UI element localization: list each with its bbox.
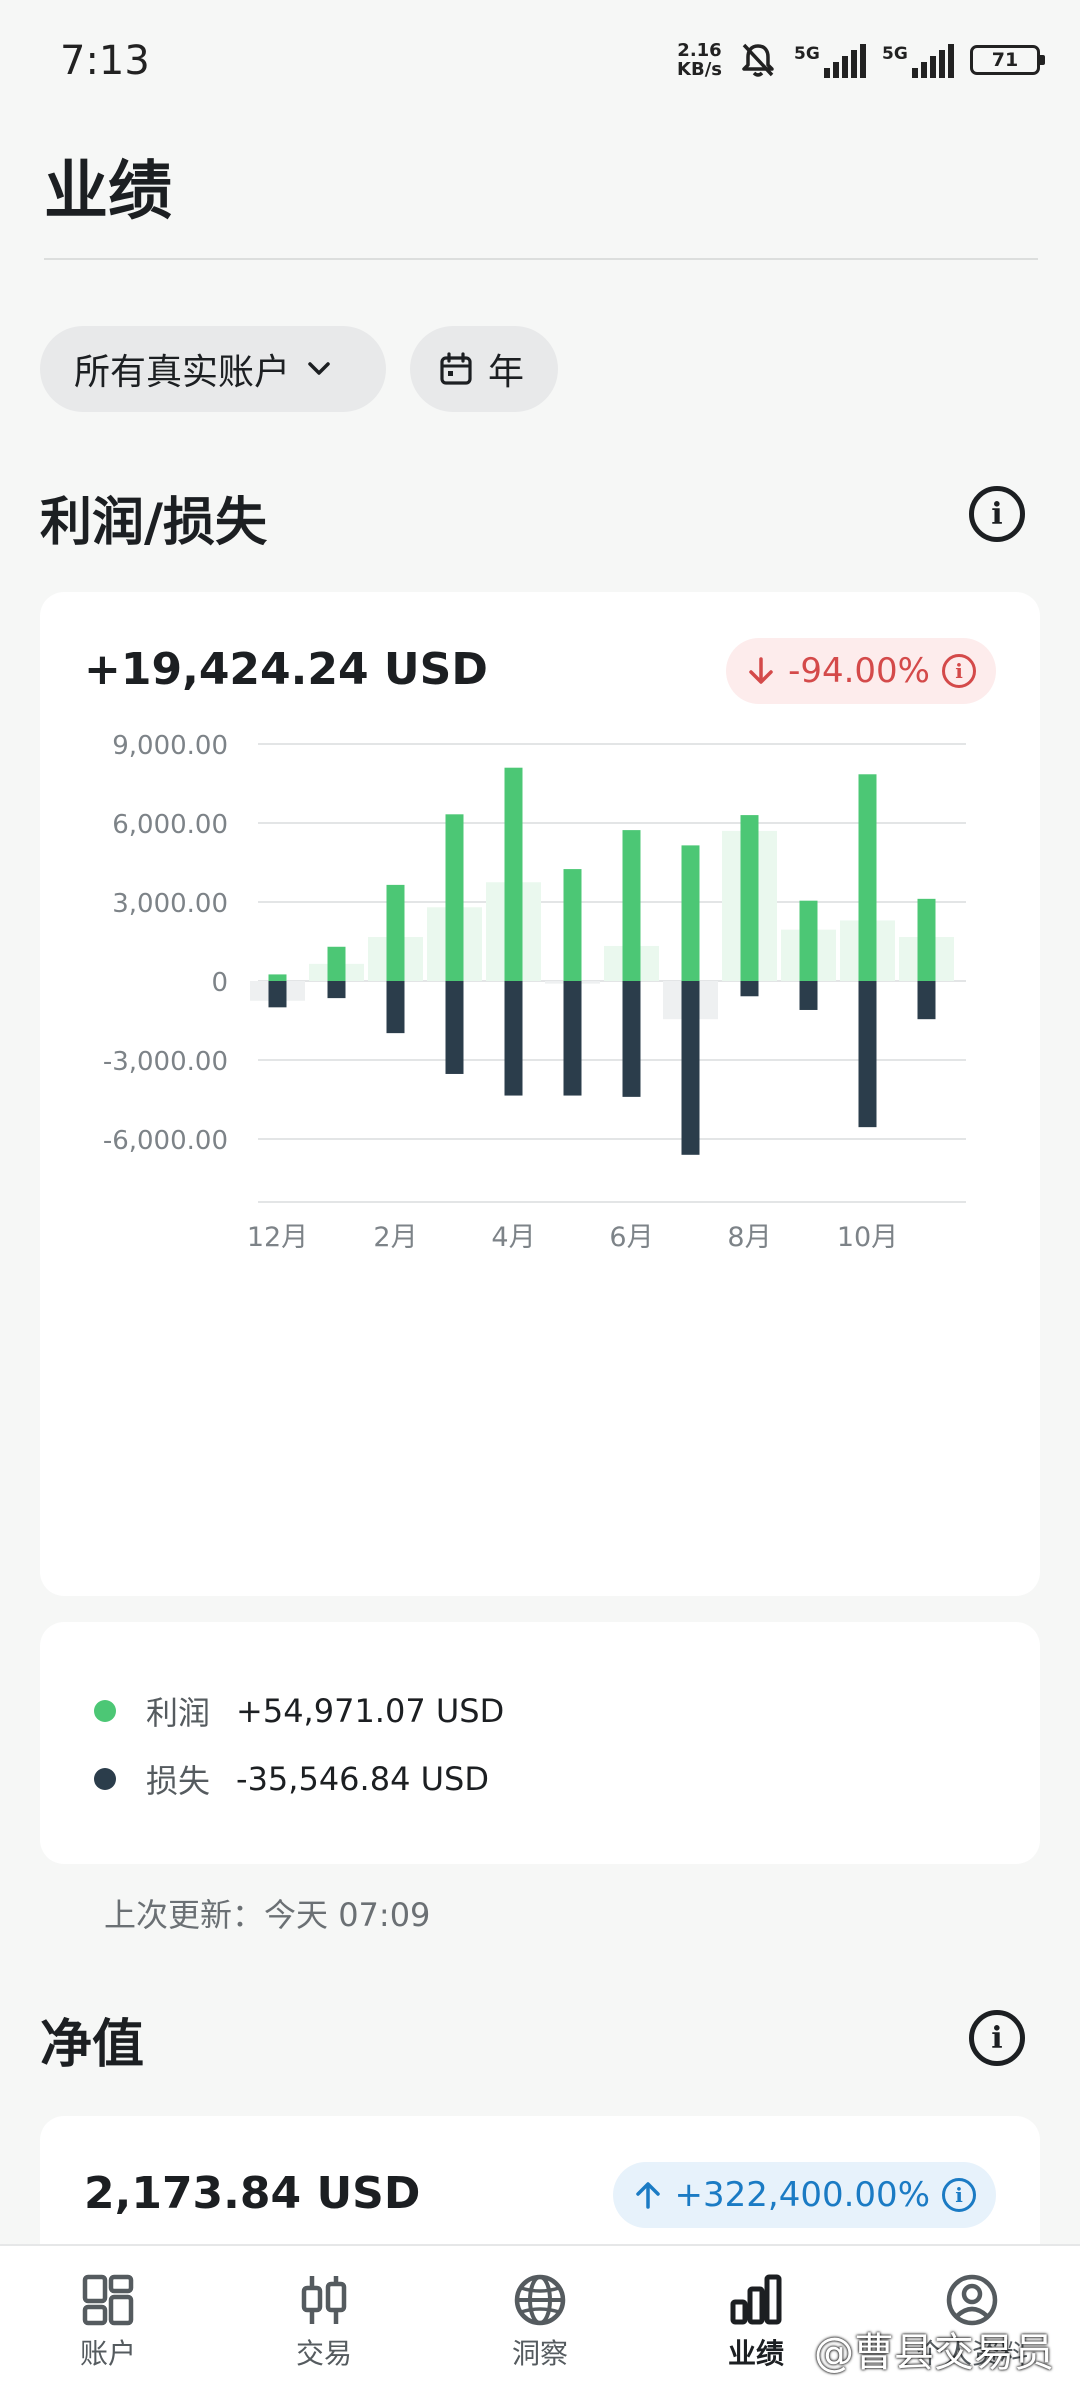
status-icons: 2.16 KB/s 5G 5G 71 [677, 40, 1045, 80]
nav-item-accounts[interactable]: 账户 [0, 2246, 216, 2400]
net-value-change-badge[interactable]: +322,400.00% i [612, 2162, 996, 2228]
profit-bar [740, 815, 759, 981]
y-tick-label: -3,000.00 [103, 1047, 228, 1077]
loss-bar [799, 981, 818, 1010]
profit-bar [445, 814, 464, 981]
nav-item-performance[interactable]: 业绩 [648, 2246, 864, 2400]
legend-profit-label: 利润 [146, 1694, 211, 1732]
legend-profit-dot [94, 1700, 116, 1722]
nav-item-insights[interactable]: 洞察 [432, 2246, 648, 2400]
signal-icon: 5G [794, 42, 866, 78]
x-tick-label: 2月 [373, 1222, 417, 1253]
loss-bar [917, 981, 936, 1020]
arrow-down-icon [749, 657, 773, 684]
battery-icon: 71 [970, 45, 1045, 75]
legend-profit: 利润 +54,971.07 USD [94, 1688, 504, 1734]
loss-bar [445, 981, 464, 1074]
nav-item-trade[interactable]: 交易 [216, 2246, 432, 2400]
profit-loss-change-badge[interactable]: -94.00% i [726, 638, 996, 704]
chevron-down-icon [308, 362, 330, 375]
net-value-info-icon[interactable]: i [969, 2010, 1025, 2066]
x-tick-label: 8月 [727, 1222, 771, 1253]
profit-bar [504, 767, 523, 981]
y-tick-label: 9,000.00 [112, 731, 228, 761]
page-title: 业绩 [44, 155, 172, 229]
legend-loss-dot [94, 1768, 116, 1790]
legend-loss: 损失 -35,546.84 USD [94, 1756, 489, 1802]
bar-chart-icon [730, 2274, 782, 2325]
x-tick-label: 4月 [491, 1222, 535, 1253]
y-tick-label: -6,000.00 [103, 1126, 228, 1156]
profit-bar [327, 946, 346, 981]
period-filter-label: 年 [488, 352, 525, 393]
legend-loss-label: 损失 [146, 1762, 211, 1800]
last-updated: 上次更新：今天 07:09 [104, 1896, 431, 1934]
x-tick-label: 10月 [837, 1222, 898, 1253]
y-tick-label: 6,000.00 [112, 810, 228, 840]
nav-label: 账户 [79, 2337, 136, 2370]
loss-bar [327, 981, 346, 999]
loss-bar [563, 981, 582, 1096]
info-icon: i [942, 2178, 976, 2212]
nav-label: 交易 [295, 2337, 352, 2370]
bell-muted-icon [742, 43, 774, 77]
profit-loss-total: +19,424.24 USD [84, 644, 488, 695]
net-value-change-value: +322,400.00% [674, 2175, 930, 2215]
watermark: @曹县交易员 [814, 2330, 1054, 2376]
account-filter-label: 所有真实账户 [74, 352, 291, 393]
x-tick-label: 12月 [247, 1222, 308, 1253]
profit-bar [917, 898, 936, 981]
nav-label: 洞察 [511, 2337, 568, 2370]
profit-loss-legend-card: 利润 +54,971.07 USD 损失 -35,546.84 USD [40, 1622, 1040, 1864]
info-icon: i [942, 654, 976, 688]
arrow-up-icon [635, 2182, 660, 2209]
status-bar: 7:13 2.16 KB/s 5G 5G 71 [0, 0, 1080, 120]
net-value-title: 净值 [40, 2015, 145, 2075]
loss-bar [858, 981, 877, 1128]
period-filter-button[interactable]: 年 [410, 326, 558, 412]
profit-bar [799, 900, 818, 981]
profit-loss-card: +19,424.24 USD -94.00% i 9,000.00 6,000.0… [40, 592, 1040, 1596]
divider [44, 258, 1038, 260]
globe-icon [514, 2274, 566, 2326]
profit-bar [681, 845, 700, 981]
status-time: 7:13 [60, 38, 150, 84]
loss-bar [622, 981, 641, 1097]
net-value-total: 2,173.84 USD [84, 2168, 421, 2219]
profit-bar [622, 830, 641, 981]
loss-bar [386, 981, 405, 1034]
loss-bar [740, 981, 759, 997]
grid-icon [82, 2274, 134, 2326]
legend-loss-value: -35,546.84 USD [236, 1760, 489, 1798]
profit-bar [858, 774, 877, 981]
candlestick-icon [301, 2276, 347, 2324]
profile-icon [946, 2274, 998, 2326]
account-filter-dropdown[interactable]: 所有真实账户 [40, 326, 386, 412]
profit-loss-title: 利润/损失 [40, 493, 267, 553]
loss-bar [504, 981, 523, 1096]
y-tick-label: 0 [211, 968, 228, 998]
signal-icon: 5G [882, 42, 954, 78]
loss-bar [681, 981, 700, 1155]
profit-loss-info-icon[interactable]: i [969, 486, 1025, 542]
legend-profit-value: +54,971.07 USD [236, 1692, 505, 1730]
profit-loss-chart[interactable]: 9,000.00 6,000.00 3,000.00 0 -3,000.00 -6,000… [40, 702, 1040, 1582]
y-tick-label: 3,000.00 [112, 889, 228, 919]
nav-label: 个人资料 [915, 2337, 1028, 2370]
loss-bar [268, 981, 287, 1008]
profit-bar [268, 974, 287, 981]
bottom-nav: 账户 交易 洞察 业绩 个人资 [0, 2244, 1080, 2400]
nav-label: 业绩 [727, 2337, 784, 2370]
network-speed: 2.16 KB/s [677, 40, 722, 80]
x-tick-label: 6月 [609, 1222, 653, 1253]
profit-bar [563, 869, 582, 981]
nav-item-profile[interactable]: 个人资料 [864, 2246, 1080, 2400]
calendar-icon [440, 352, 472, 385]
profit-loss-change-value: -94.00% [788, 651, 930, 691]
profit-bar [386, 884, 405, 981]
